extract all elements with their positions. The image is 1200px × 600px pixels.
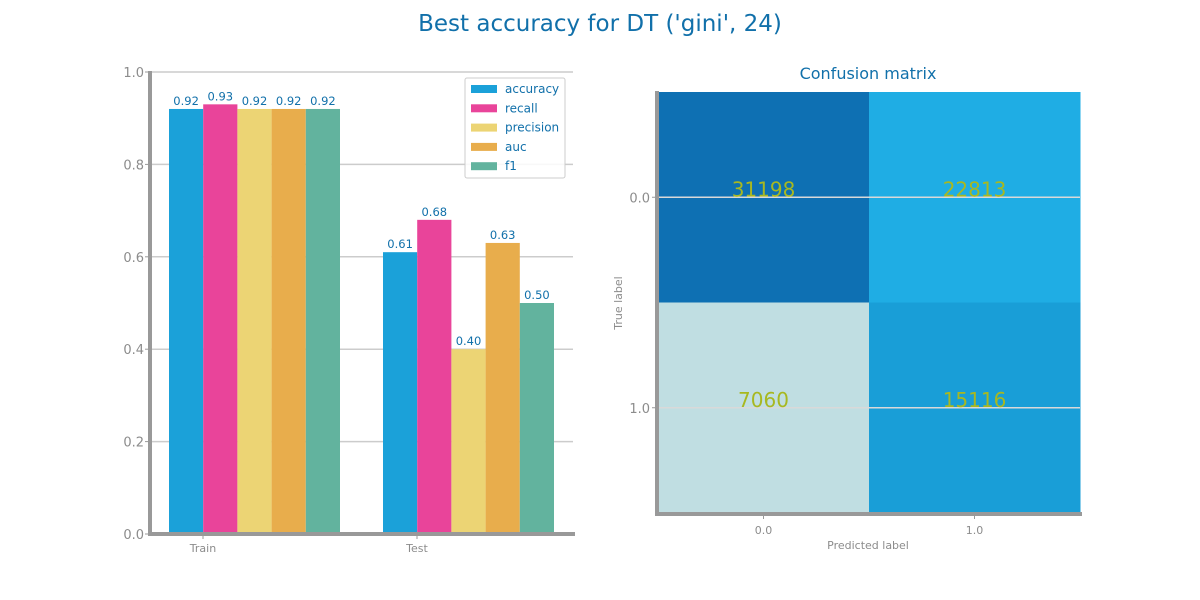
bar-recall-train bbox=[203, 104, 238, 534]
confusion-matrix-ticks: 0.0 1.0 0.0 1.0 bbox=[629, 191, 983, 537]
bar-chart-legend: accuracy recall precision auc f1 bbox=[464, 77, 566, 179]
bar-f1-test bbox=[519, 303, 554, 534]
cm-y-tick-label: 1.0 bbox=[629, 402, 650, 417]
x-tick-label-test: Test bbox=[405, 542, 428, 555]
confusion-matrix-chart: Confusion matrix 31198 22813 7060 15116 0.0… bbox=[612, 64, 1082, 552]
bar-data-label: 0.92 bbox=[276, 94, 302, 108]
bar-data-label: 0.93 bbox=[207, 89, 233, 103]
bar-data-label: 0.61 bbox=[387, 237, 413, 251]
legend-swatch-f1 bbox=[471, 162, 497, 171]
bar-data-label: 0.40 bbox=[456, 334, 482, 348]
y-tick-label: 1.0 bbox=[123, 66, 144, 81]
figure-title: Best accuracy for DT ('gini', 24) bbox=[418, 11, 782, 37]
cm-x-tick-label: 1.0 bbox=[966, 524, 984, 537]
y-tick-label: 0.0 bbox=[123, 528, 144, 543]
bar-data-label: 0.92 bbox=[310, 94, 336, 108]
bar-data-label: 0.92 bbox=[242, 94, 268, 108]
bar-accuracy-test bbox=[383, 252, 418, 534]
cm-cell-value: 7060 bbox=[738, 388, 789, 412]
bar-chart: 0.92 0.93 0.92 0.92 0.92 0.61 0.68 0.40 0.63 0.50… bbox=[123, 66, 575, 555]
legend-swatch-precision bbox=[471, 123, 497, 132]
legend-label-precision: precision bbox=[505, 121, 559, 135]
confusion-matrix-y-axis-label: True label bbox=[612, 276, 625, 330]
legend-label-recall: recall bbox=[505, 101, 538, 115]
x-tick-label-train: Train bbox=[189, 542, 216, 555]
bar-chart-y-ticks: 0.0 0.2 0.4 0.6 0.8 1.0 bbox=[123, 66, 150, 543]
bar-chart-x-ticks: Train Test bbox=[189, 534, 429, 555]
bar-data-label: 0.92 bbox=[173, 94, 199, 108]
y-tick-label: 0.6 bbox=[123, 251, 144, 266]
confusion-matrix-cells bbox=[658, 92, 1081, 514]
bar-precision-train bbox=[237, 108, 272, 535]
bar-auc-test bbox=[485, 242, 520, 534]
bar-f1-train bbox=[305, 108, 340, 535]
cm-cell-value: 22813 bbox=[943, 177, 1007, 201]
legend-label-accuracy: accuracy bbox=[505, 82, 559, 96]
cm-cell-value: 15116 bbox=[943, 388, 1007, 412]
legend-label-f1: f1 bbox=[505, 159, 517, 173]
y-tick-label: 0.8 bbox=[123, 158, 144, 173]
confusion-matrix-values: 31198 22813 7060 15116 bbox=[732, 177, 1007, 412]
legend-box bbox=[464, 77, 566, 179]
y-tick-label: 0.4 bbox=[123, 343, 144, 358]
bar-chart-data-labels: 0.92 0.93 0.92 0.92 0.92 0.61 0.68 0.40 0.63 0.50 bbox=[173, 89, 549, 348]
bar-data-label: 0.63 bbox=[490, 228, 516, 242]
cm-cell-value: 31198 bbox=[732, 177, 796, 201]
confusion-matrix-axes bbox=[655, 91, 1082, 516]
legend-swatch-auc bbox=[471, 142, 497, 151]
legend-swatch-recall bbox=[471, 104, 497, 113]
bar-chart-bars bbox=[169, 104, 554, 535]
bar-precision-test bbox=[451, 349, 486, 534]
confusion-matrix-gridlines bbox=[658, 196, 1080, 409]
bar-recall-test bbox=[417, 219, 452, 534]
confusion-matrix-x-axis-label: Predicted label bbox=[827, 539, 909, 552]
bar-data-label: 0.68 bbox=[421, 205, 447, 219]
bar-data-label: 0.50 bbox=[524, 288, 550, 302]
bar-chart-axes bbox=[148, 71, 575, 536]
legend-label-auc: auc bbox=[505, 140, 527, 154]
bar-accuracy-train bbox=[169, 108, 204, 535]
cm-x-tick-label: 0.0 bbox=[755, 524, 773, 537]
cm-y-tick-label: 0.0 bbox=[629, 191, 650, 206]
bar-auc-train bbox=[271, 108, 306, 535]
confusion-matrix-title: Confusion matrix bbox=[800, 64, 937, 83]
legend-swatch-accuracy bbox=[471, 85, 497, 93]
y-tick-label: 0.2 bbox=[123, 436, 144, 451]
